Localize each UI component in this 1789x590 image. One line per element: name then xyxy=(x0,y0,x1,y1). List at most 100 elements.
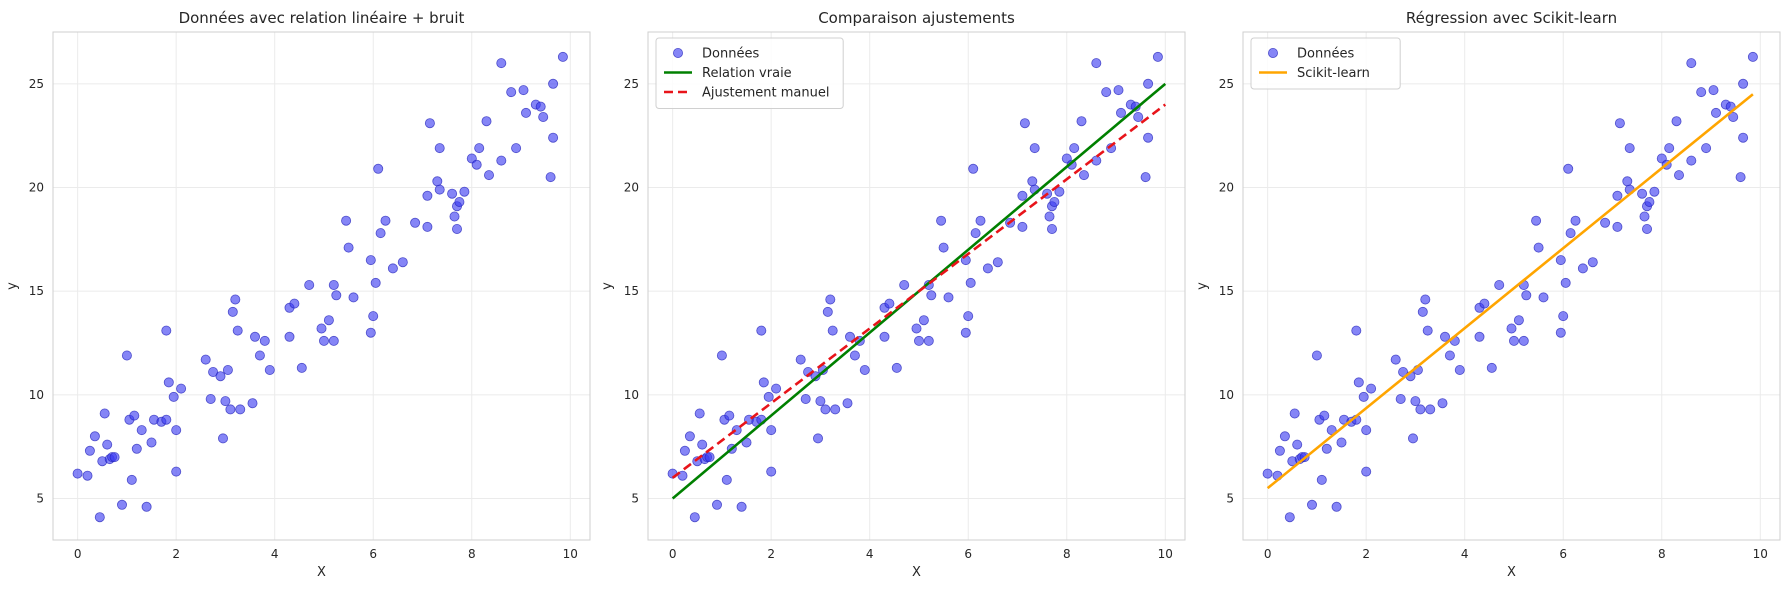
data-point xyxy=(284,331,295,342)
data-point xyxy=(259,335,270,346)
data-point xyxy=(1622,176,1633,187)
data-point xyxy=(1133,112,1144,123)
data-point xyxy=(1408,433,1419,444)
data-point xyxy=(766,466,777,477)
data-point xyxy=(1366,383,1377,394)
data-point xyxy=(447,188,458,199)
data-point xyxy=(845,331,856,342)
legend-marker xyxy=(1268,48,1279,59)
data-point xyxy=(548,132,559,143)
data-point xyxy=(1420,294,1431,305)
data-point xyxy=(126,474,137,485)
data-point xyxy=(1422,325,1433,336)
data-point xyxy=(1113,85,1124,96)
data-point xyxy=(1639,211,1650,222)
data-point xyxy=(1518,335,1529,346)
data-point xyxy=(117,499,128,510)
data-point xyxy=(220,396,231,407)
data-point xyxy=(449,211,460,222)
data-point xyxy=(146,437,157,448)
data-point xyxy=(1454,364,1465,375)
data-point xyxy=(380,215,391,226)
y-axis-label: y xyxy=(600,282,615,290)
data-point xyxy=(1444,350,1455,361)
data-point xyxy=(813,433,824,444)
data-point xyxy=(1130,101,1141,112)
data-point xyxy=(1479,298,1490,309)
plot-area xyxy=(648,32,1185,540)
data-point xyxy=(1321,443,1332,454)
data-point xyxy=(1555,255,1566,266)
data-point xyxy=(373,163,384,174)
data-point xyxy=(1531,215,1542,226)
data-point xyxy=(1671,116,1682,127)
y-tick-label: 10 xyxy=(624,388,639,402)
data-point xyxy=(704,452,715,463)
data-point xyxy=(736,501,747,512)
plot-area xyxy=(53,32,590,540)
data-point xyxy=(697,439,708,450)
data-point xyxy=(289,298,300,309)
data-point xyxy=(1437,398,1448,409)
data-point xyxy=(721,474,732,485)
data-point xyxy=(99,408,110,419)
data-point xyxy=(451,223,462,234)
plot-frame xyxy=(647,31,1186,541)
y-tick-label: 25 xyxy=(624,77,639,91)
data-point xyxy=(716,350,727,361)
data-point xyxy=(1649,186,1660,197)
data-point xyxy=(483,170,494,181)
chart-title: Régression avec Scikit-learn xyxy=(1406,9,1617,27)
data-point xyxy=(341,215,352,226)
data-point xyxy=(506,87,517,98)
data-point xyxy=(1696,87,1707,98)
data-point xyxy=(884,298,895,309)
data-point xyxy=(434,184,445,195)
data-point xyxy=(397,257,408,268)
data-point xyxy=(827,325,838,336)
data-point xyxy=(879,331,890,342)
data-point xyxy=(232,325,243,336)
data-point xyxy=(471,159,482,170)
data-point xyxy=(225,404,236,415)
x-axis-label: X xyxy=(1507,565,1516,580)
data-point xyxy=(215,371,226,382)
series-line-2 xyxy=(671,103,1167,479)
y-tick-label: 10 xyxy=(1219,388,1234,402)
y-tick-label: 15 xyxy=(29,284,44,298)
x-axis-label: X xyxy=(317,565,326,580)
data-point xyxy=(1521,290,1532,301)
data-point xyxy=(1738,78,1749,89)
x-tick-label: 8 xyxy=(468,547,476,561)
legend-box xyxy=(655,37,844,109)
x-tick-label: 0 xyxy=(1264,547,1272,561)
data-point xyxy=(328,335,339,346)
data-point xyxy=(1711,107,1722,118)
y-axis-label: y xyxy=(5,282,20,290)
data-point xyxy=(712,499,723,510)
data-point xyxy=(1027,176,1038,187)
data-point xyxy=(1686,58,1697,69)
data-point xyxy=(1019,118,1030,129)
legend-label: Données xyxy=(1297,47,1354,62)
data-point xyxy=(511,143,522,154)
data-point xyxy=(970,228,981,239)
x-tick-label: 0 xyxy=(74,547,82,561)
data-point xyxy=(89,431,100,442)
data-point xyxy=(1274,445,1285,456)
data-point xyxy=(1664,143,1675,154)
data-point xyxy=(1577,263,1588,274)
data-point xyxy=(323,315,334,326)
data-point xyxy=(331,290,342,301)
data-point xyxy=(943,292,954,303)
data-point xyxy=(1307,499,1318,510)
data-point xyxy=(410,217,421,228)
data-point xyxy=(975,215,986,226)
data-point xyxy=(918,315,929,326)
data-point xyxy=(1563,163,1574,174)
data-point xyxy=(1624,143,1635,154)
y-tick-label: 25 xyxy=(29,77,44,91)
data-point xyxy=(254,350,265,361)
data-point xyxy=(771,383,782,394)
